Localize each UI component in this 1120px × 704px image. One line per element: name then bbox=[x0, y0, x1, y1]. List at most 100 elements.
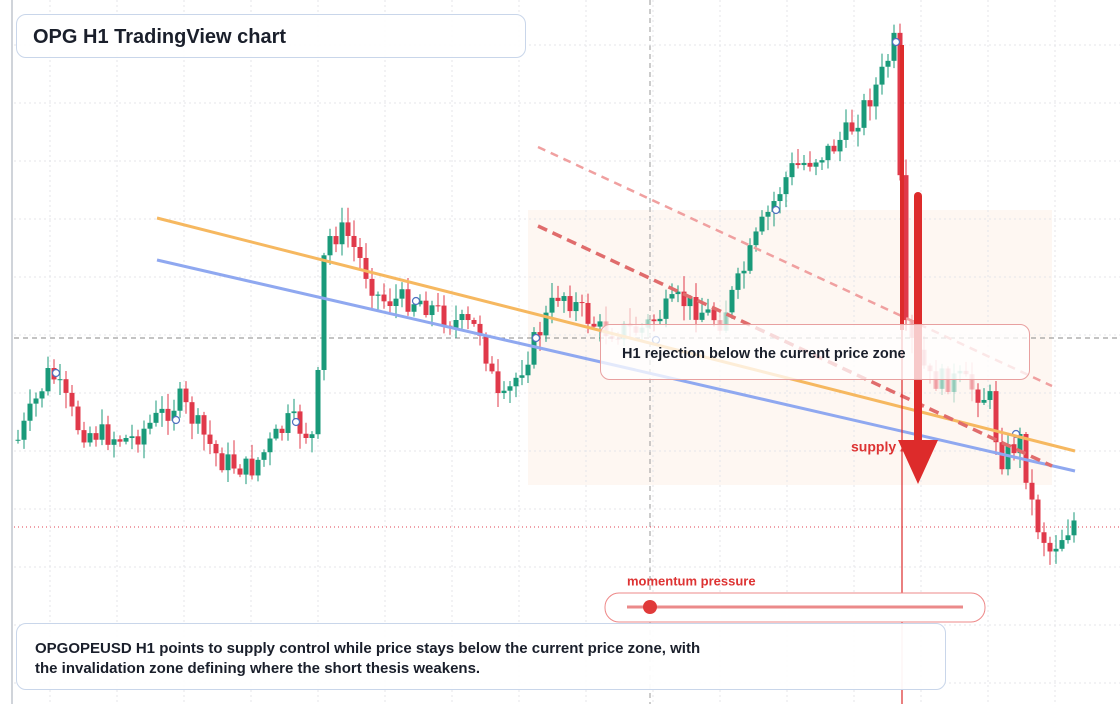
candle bbox=[501, 390, 507, 394]
candle bbox=[375, 294, 381, 296]
candle bbox=[369, 278, 375, 296]
candle bbox=[669, 294, 675, 299]
candle bbox=[279, 428, 285, 433]
candle bbox=[165, 408, 171, 421]
momentum-label: momentum pressure bbox=[627, 573, 756, 588]
candle bbox=[591, 323, 597, 327]
candle bbox=[303, 433, 309, 439]
candle bbox=[483, 335, 489, 364]
candle bbox=[873, 84, 879, 107]
candle bbox=[651, 319, 657, 322]
candle bbox=[849, 122, 855, 132]
signal-dot bbox=[51, 368, 61, 378]
candle bbox=[153, 412, 159, 423]
candle bbox=[879, 66, 885, 85]
candle bbox=[1035, 499, 1041, 533]
candle bbox=[435, 305, 441, 307]
candle bbox=[531, 332, 537, 365]
candle bbox=[387, 301, 393, 307]
candle bbox=[675, 291, 681, 295]
candle bbox=[309, 434, 315, 439]
candle bbox=[477, 323, 483, 336]
candle bbox=[15, 439, 21, 441]
footer-text: OPGOPEUSD H1 points to supply control wh… bbox=[35, 640, 701, 677]
candle bbox=[465, 314, 471, 321]
candle bbox=[867, 100, 873, 107]
candle bbox=[657, 318, 663, 322]
signal-dot bbox=[291, 417, 301, 427]
candle bbox=[135, 436, 141, 445]
candle bbox=[423, 300, 429, 316]
candle bbox=[159, 408, 165, 413]
candle bbox=[195, 415, 201, 424]
candle bbox=[129, 436, 135, 439]
candle bbox=[219, 453, 225, 471]
rejection-box: H1 rejection below the current price zon… bbox=[600, 324, 1030, 380]
candle bbox=[1029, 482, 1035, 500]
candle bbox=[231, 454, 237, 469]
candle bbox=[411, 304, 417, 312]
candle bbox=[147, 422, 153, 429]
candle bbox=[567, 296, 573, 312]
candle bbox=[597, 321, 603, 327]
arrow-head bbox=[898, 440, 938, 484]
candle bbox=[285, 413, 291, 433]
candle bbox=[63, 379, 69, 393]
signal-dot bbox=[771, 205, 781, 215]
rejection-text: H1 rejection below the current price zon… bbox=[622, 346, 906, 362]
candle bbox=[141, 428, 147, 445]
candle bbox=[105, 424, 111, 445]
candle bbox=[579, 302, 585, 304]
candle bbox=[513, 377, 519, 387]
candle bbox=[747, 245, 753, 271]
candle bbox=[735, 273, 741, 290]
candle bbox=[39, 391, 45, 399]
candle bbox=[321, 255, 327, 370]
candle bbox=[237, 468, 243, 475]
candle bbox=[699, 312, 705, 320]
candle bbox=[831, 145, 837, 152]
candle bbox=[489, 363, 495, 372]
candle bbox=[33, 398, 39, 404]
signal-dot bbox=[411, 296, 421, 306]
candle bbox=[543, 312, 549, 336]
candle bbox=[75, 406, 81, 431]
candle bbox=[645, 319, 651, 328]
candle bbox=[1053, 548, 1059, 552]
candle bbox=[429, 305, 435, 316]
candle bbox=[681, 291, 687, 307]
candle bbox=[417, 300, 423, 305]
candle bbox=[933, 371, 939, 389]
candle bbox=[843, 122, 849, 140]
candle bbox=[801, 162, 807, 166]
candle bbox=[207, 434, 213, 444]
candle bbox=[885, 60, 891, 67]
candle bbox=[249, 458, 255, 476]
candle bbox=[819, 160, 825, 163]
candle bbox=[813, 162, 819, 167]
candle bbox=[255, 459, 261, 476]
candle bbox=[117, 439, 123, 442]
candle bbox=[99, 424, 105, 440]
candle bbox=[729, 289, 735, 313]
title-box: OPG H1 TradingView chart bbox=[16, 14, 526, 58]
signal-dot bbox=[171, 415, 181, 425]
title: OPG H1 TradingView chart bbox=[33, 26, 287, 48]
candle bbox=[969, 374, 975, 390]
candle bbox=[993, 391, 999, 443]
candle bbox=[837, 139, 843, 152]
candle bbox=[57, 379, 63, 381]
candle bbox=[291, 411, 297, 414]
candle bbox=[315, 369, 321, 435]
candle bbox=[357, 247, 363, 258]
candle bbox=[453, 320, 459, 328]
candle bbox=[759, 216, 765, 232]
candle bbox=[111, 439, 117, 445]
candle bbox=[789, 163, 795, 178]
candle bbox=[93, 433, 99, 440]
candle bbox=[441, 305, 447, 326]
candle bbox=[399, 289, 405, 299]
candle bbox=[975, 389, 981, 403]
candle bbox=[225, 454, 231, 471]
